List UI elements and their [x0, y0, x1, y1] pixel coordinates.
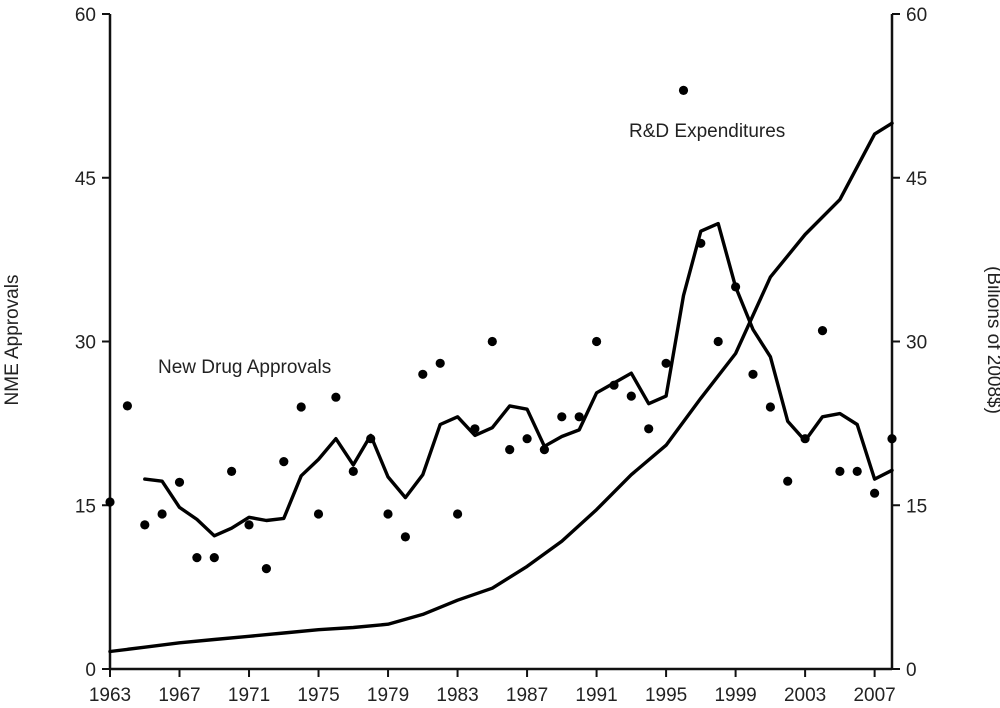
y-left-tick-label: 60	[75, 5, 96, 26]
scatter-point-new-drug-approvals	[122, 401, 132, 411]
scatter-point-new-drug-approvals	[783, 476, 793, 486]
scatter-point-new-drug-approvals	[279, 457, 289, 467]
scatter-point-new-drug-approvals	[522, 434, 532, 444]
scatter-point-new-drug-approvals	[192, 553, 202, 563]
y-right-tick-label: 30	[906, 333, 927, 354]
scatter-point-new-drug-approvals	[661, 358, 671, 368]
y-left-tick-label: 30	[75, 333, 96, 354]
scatter-point-new-drug-approvals	[557, 412, 567, 422]
y-axis-left-title: NME Approvals	[2, 275, 23, 406]
scatter-point-new-drug-approvals	[870, 488, 880, 498]
scatter-point-new-drug-approvals	[348, 466, 358, 476]
x-tick-label: 1999	[714, 685, 756, 706]
scatter-point-new-drug-approvals	[296, 402, 306, 412]
scatter-point-new-drug-approvals	[765, 402, 776, 412]
x-tick-label: 1991	[575, 685, 617, 706]
scatter-point-new-drug-approvals	[609, 380, 619, 390]
x-tick-label: 1987	[506, 685, 548, 706]
y-right-tick-label: 15	[906, 496, 927, 517]
scatter-point-new-drug-approvals	[748, 369, 758, 379]
y-left-tick-label: 15	[75, 496, 96, 517]
scatter-point-new-drug-approvals	[626, 391, 636, 401]
scatter-point-new-drug-approvals	[105, 497, 115, 507]
x-tick-label: 1995	[645, 685, 687, 706]
scatter-point-new-drug-approvals	[174, 477, 185, 487]
series-line-new-drug-approvals-avg	[143, 221, 894, 538]
scatter-point-new-drug-approvals	[366, 434, 376, 444]
scatter-point-new-drug-approvals	[400, 532, 410, 542]
scatter-point-new-drug-approvals	[209, 553, 219, 563]
scatter-point-new-drug-approvals	[713, 336, 723, 347]
scatter-point-new-drug-approvals	[574, 412, 584, 422]
scatter-point-new-drug-approvals	[731, 282, 741, 292]
series-line-rd-expenditures	[108, 121, 894, 654]
y-right-tick-label: 45	[906, 169, 927, 190]
y-right-tick-label: 0	[906, 660, 917, 681]
scatter-point-new-drug-approvals	[887, 434, 897, 444]
scatter-point-new-drug-approvals	[487, 336, 497, 347]
scatter-point-new-drug-approvals	[696, 238, 706, 248]
x-tick-label: 2003	[784, 685, 826, 706]
annotation-rd-expenditures: R&D Expenditures	[629, 121, 785, 142]
y-right-tick-label: 60	[906, 5, 927, 26]
scatter-point-new-drug-approvals	[157, 509, 167, 519]
y-left-tick-label: 45	[75, 169, 96, 190]
scatter-point-new-drug-approvals	[852, 466, 862, 476]
scatter-point-new-drug-approvals	[453, 509, 463, 519]
y-left-tick-label: 0	[85, 660, 96, 681]
scatter-point-new-drug-approvals	[644, 424, 654, 434]
scatter-point-new-drug-approvals	[418, 369, 428, 379]
scatter-point-new-drug-approvals	[383, 509, 393, 519]
x-tick-label: 1963	[89, 685, 131, 706]
scatter-point-new-drug-approvals	[817, 326, 828, 336]
scatter-point-new-drug-approvals	[331, 392, 341, 402]
y-axis-right-title: (Bilions of 2008$)	[983, 266, 1000, 414]
scatter-point-new-drug-approvals	[470, 424, 480, 434]
scatter-point-new-drug-approvals	[435, 358, 445, 368]
scatter-point-new-drug-approvals	[800, 434, 810, 444]
scatter-point-new-drug-approvals	[140, 520, 150, 530]
x-tick-label: 1967	[158, 685, 200, 706]
scatter-point-new-drug-approvals	[244, 520, 254, 530]
annotation-new-drug-approvals: New Drug Approvals	[158, 357, 331, 378]
scatter-point-new-drug-approvals	[539, 445, 550, 455]
scatter-point-new-drug-approvals	[592, 336, 602, 347]
scatter-point-new-drug-approvals	[505, 445, 515, 455]
scatter-point-new-drug-approvals	[835, 466, 845, 476]
scatter-point-new-drug-approvals	[261, 564, 271, 574]
scatter-point-new-drug-approvals	[313, 509, 324, 519]
x-tick-label: 1971	[228, 685, 270, 706]
scatter-point-new-drug-approvals	[678, 85, 689, 95]
x-tick-label: 1975	[297, 685, 339, 706]
x-tick-label: 1979	[367, 685, 409, 706]
scatter-point-new-drug-approvals	[227, 466, 237, 476]
x-tick-label: 2007	[853, 685, 895, 706]
x-tick-label: 1983	[436, 685, 478, 706]
